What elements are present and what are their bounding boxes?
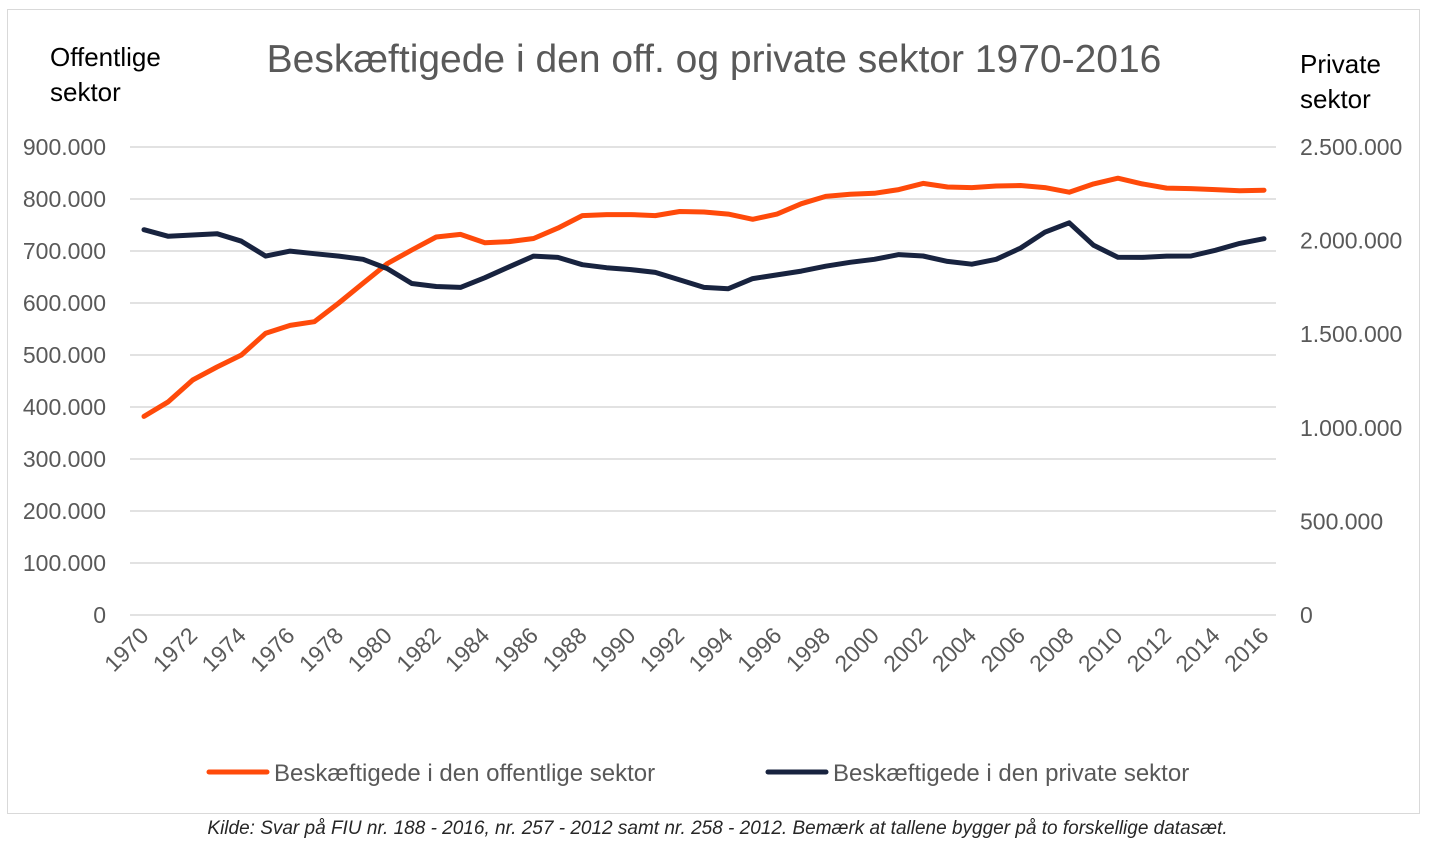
- series-line-private: [141, 220, 1267, 292]
- left-tick-label: 700.000: [23, 238, 106, 264]
- x-tick-label: 2008: [1024, 622, 1079, 677]
- series-lines: [141, 175, 1267, 419]
- legend-label: Beskæftigede i den private sektor: [833, 760, 1189, 787]
- x-tick-label: 2006: [975, 622, 1030, 677]
- legend-item: Beskæftigede i den offentlige sektor: [206, 760, 655, 787]
- legend: Beskæftigede i den offentlige sektor Besk…: [206, 760, 1189, 787]
- left-axis-title-line-1: Offentlige: [50, 42, 161, 72]
- right-tick-label: 1.000.000: [1300, 415, 1402, 441]
- x-tick-label: 1970: [99, 622, 154, 677]
- gridlines: [130, 146, 1276, 616]
- chart-title: Beskæftigede i den off. og private sekto…: [267, 38, 1162, 81]
- right-tick-label: 0: [1300, 602, 1313, 628]
- x-tick-label: 2002: [878, 622, 933, 677]
- right-tick-label: 2.000.000: [1300, 228, 1402, 254]
- legend-label: Beskæftigede i den offentlige sektor: [274, 760, 655, 787]
- left-tick-label: 900.000: [23, 134, 106, 160]
- source-note: Kilde: Svar på FIU nr. 188 - 2016, nr. 2…: [207, 818, 1228, 839]
- x-tick-label: 1994: [683, 622, 738, 677]
- series-line-offentlige: [141, 175, 1267, 419]
- left-axis-ticks: 0 100.000 200.000 300.000 400.000 500.000 600.…: [23, 134, 106, 628]
- x-tick-label: 2000: [829, 622, 884, 677]
- right-axis-title-line-1: Private: [1300, 49, 1381, 79]
- x-tick-label: 1984: [440, 622, 495, 677]
- x-tick-label: 1978: [294, 622, 349, 677]
- x-tick-label: 1976: [245, 622, 300, 677]
- x-axis-ticks: 1970197219741976197819801982198419861988…: [99, 622, 1274, 677]
- left-tick-label: 800.000: [23, 186, 106, 212]
- x-tick-label: 1982: [391, 622, 446, 677]
- left-tick-label: 200.000: [23, 498, 106, 524]
- x-tick-label: 2010: [1073, 622, 1128, 677]
- x-tick-label: 2016: [1219, 622, 1274, 677]
- x-tick-label: 2014: [1170, 622, 1225, 677]
- left-axis-title: Offentlige sektor: [50, 42, 168, 107]
- x-tick-label: 2012: [1122, 622, 1177, 677]
- right-axis-title: Private sektor: [1300, 49, 1388, 114]
- left-axis-title-line-2: sektor: [50, 77, 121, 107]
- x-tick-label: 1974: [196, 622, 251, 677]
- right-tick-label: 2.500.000: [1300, 134, 1402, 160]
- right-tick-label: 500.000: [1300, 508, 1383, 534]
- x-tick-label: 2004: [927, 622, 982, 677]
- left-tick-label: 0: [93, 602, 106, 628]
- x-tick-label: 1996: [732, 622, 787, 677]
- x-tick-label: 1990: [586, 622, 641, 677]
- right-tick-label: 1.500.000: [1300, 321, 1402, 347]
- left-tick-label: 100.000: [23, 550, 106, 576]
- chart-frame: [7, 9, 1420, 814]
- right-axis-title-line-2: sektor: [1300, 84, 1371, 114]
- left-tick-label: 500.000: [23, 342, 106, 368]
- x-tick-label: 1972: [148, 622, 203, 677]
- legend-item: Beskæftigede i den private sektor: [765, 760, 1189, 787]
- x-tick-label: 1992: [635, 622, 690, 677]
- left-tick-label: 400.000: [23, 394, 106, 420]
- left-tick-label: 300.000: [23, 446, 106, 472]
- right-axis-ticks: 0 500.000 1.000.000 1.500.000 2.000.000 2.500…: [1300, 134, 1402, 628]
- x-tick-label: 1988: [537, 622, 592, 677]
- x-tick-label: 1986: [489, 622, 544, 677]
- left-tick-label: 600.000: [23, 290, 106, 316]
- x-tick-label: 1998: [781, 622, 836, 677]
- x-tick-label: 1980: [342, 622, 397, 677]
